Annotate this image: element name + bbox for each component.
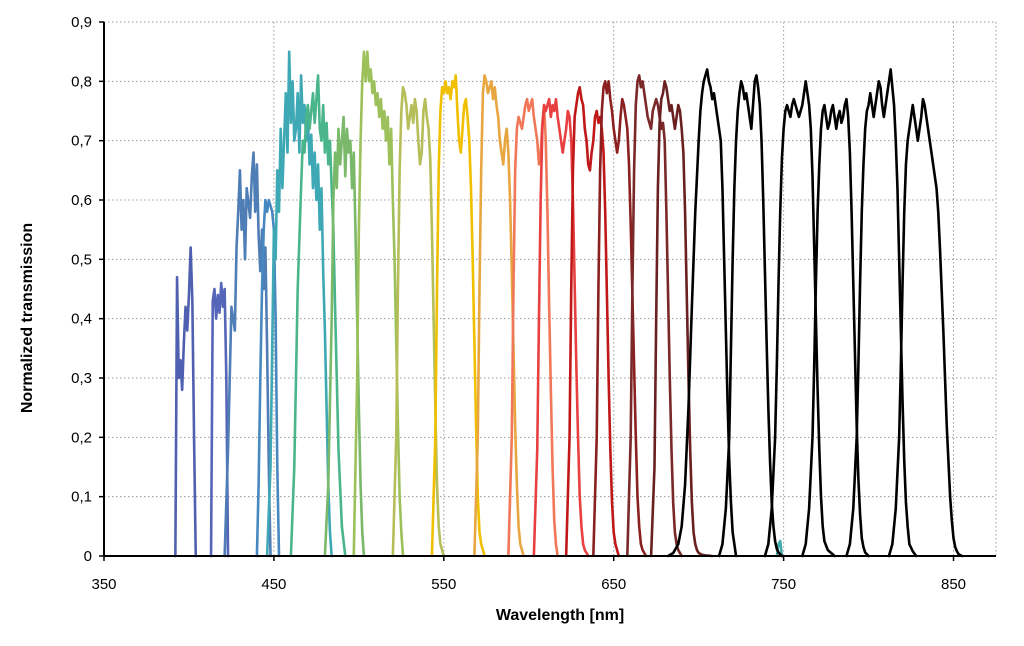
y-tick-label: 0,4 xyxy=(71,311,92,328)
y-tick-label: 0,3 xyxy=(71,370,92,387)
series-line-3 xyxy=(223,151,272,558)
series-line-16 xyxy=(592,80,648,558)
series-line-23 xyxy=(845,68,918,558)
series-line-17 xyxy=(626,74,683,558)
x-tick-label: 750 xyxy=(771,576,796,593)
series-line-9 xyxy=(352,50,405,558)
series-line-24 xyxy=(887,97,964,558)
tick-labels: 0 0,1 0,2 0,3 0,4 0,5 0,6 0,7 0,8 0,9 350 450 550 650… xyxy=(71,14,966,593)
y-tick-label: 0,2 xyxy=(71,429,92,446)
x-tick-label: 550 xyxy=(431,576,456,593)
series-line-14 xyxy=(532,97,590,558)
y-tick-label: 0,9 xyxy=(71,14,92,31)
series-line-18 xyxy=(649,80,714,558)
series-line-4 xyxy=(255,198,281,558)
y-tick-label: 0,1 xyxy=(71,489,92,506)
y-axis-title: Normalized transmission xyxy=(19,223,36,413)
series-line-10 xyxy=(391,85,446,558)
axes xyxy=(99,21,996,561)
x-tick-label: 450 xyxy=(261,576,286,593)
x-tick-label: 650 xyxy=(601,576,626,593)
series-layer xyxy=(174,50,964,558)
y-tick-label: 0,7 xyxy=(71,133,92,150)
x-tick-label: 350 xyxy=(91,576,116,593)
series-line-19 xyxy=(666,68,738,558)
y-tick-label: 0,6 xyxy=(71,192,92,209)
series-line-12 xyxy=(473,74,525,558)
series-line-5 xyxy=(265,50,333,558)
series-line-15 xyxy=(564,85,621,558)
series-line-2 xyxy=(209,281,230,558)
series-line-13 xyxy=(507,97,559,558)
grid-lines xyxy=(104,21,997,556)
series-line-7 xyxy=(289,74,347,558)
y-tick-label: 0,5 xyxy=(71,251,92,268)
series-line-11 xyxy=(430,74,486,558)
y-tick-label: 0 xyxy=(84,548,92,565)
y-tick-label: 0,8 xyxy=(71,73,92,90)
series-line-1 xyxy=(174,246,198,558)
series-line-21 xyxy=(763,80,836,558)
x-tick-label: 850 xyxy=(941,576,966,593)
x-axis-title: Wavelength [nm] xyxy=(496,607,624,624)
